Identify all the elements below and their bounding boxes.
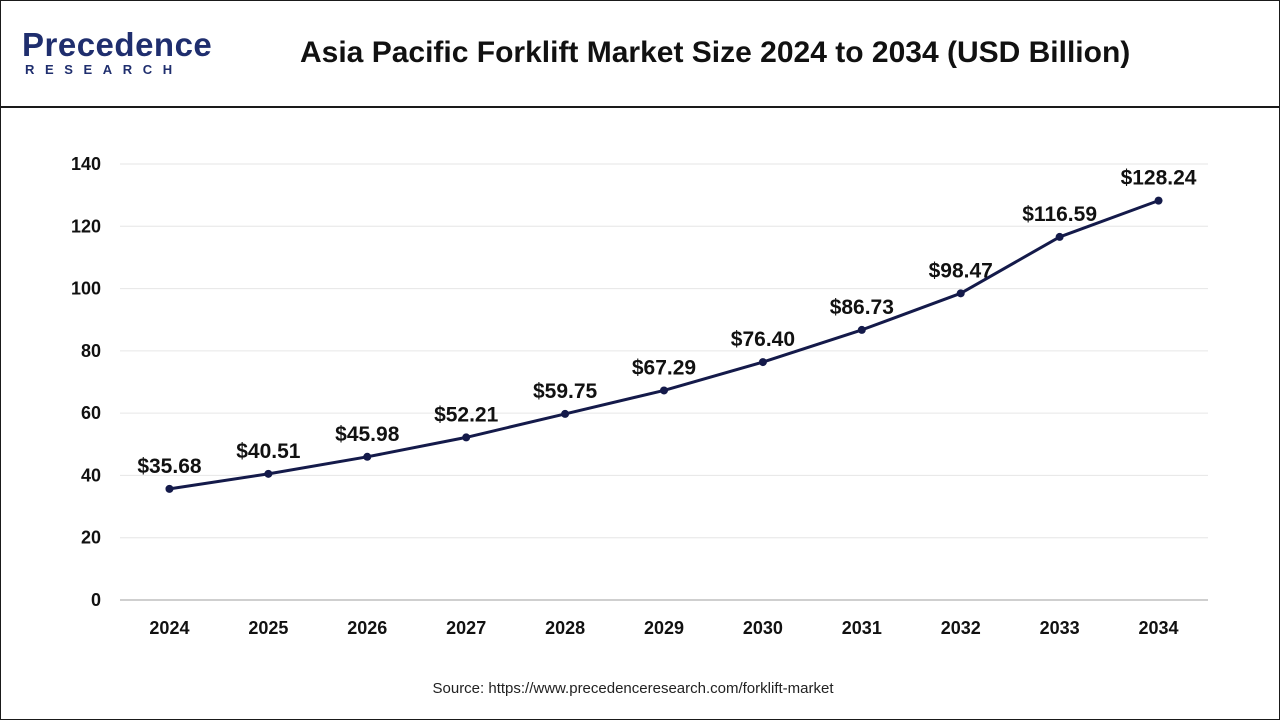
brand-logo: Precedence RESEARCH [22, 28, 212, 78]
data-points [165, 196, 1163, 493]
y-tick-label: 100 [71, 279, 101, 299]
data-labels: $35.68 $40.51 $45.98 $52.21 $59.75 $67.29 $76.… [137, 167, 1196, 478]
x-tick-label: 2029 [644, 618, 684, 638]
data-label: $40.51 [236, 440, 301, 463]
data-label: $76.40 [731, 328, 795, 351]
x-tick-label: 2033 [1040, 618, 1080, 638]
source-note: Source: https://www.precedenceresearch.c… [432, 680, 834, 697]
x-tick-label: 2025 [248, 618, 288, 638]
series-line [169, 199, 1160, 491]
data-label: $98.47 [929, 259, 993, 282]
data-point [462, 433, 471, 442]
data-point [264, 469, 273, 478]
y-tick-label: 40 [81, 465, 101, 485]
chart-title: Asia Pacific Forklift Market Size 2024 t… [300, 36, 1131, 69]
logo-wordmark: Precedence [22, 26, 213, 63]
data-label: $35.68 [137, 455, 202, 478]
x-tick-label: 2026 [347, 618, 387, 638]
data-point [758, 358, 767, 367]
x-tick-label: 2024 [149, 618, 189, 638]
data-label: $45.98 [335, 423, 400, 446]
data-label: $67.29 [632, 356, 696, 379]
data-point [660, 386, 668, 395]
data-point [857, 325, 866, 334]
data-point [363, 452, 372, 461]
data-point [561, 409, 570, 418]
data-point [165, 484, 174, 493]
x-tick-label: 2032 [941, 618, 981, 638]
data-point [1154, 196, 1163, 205]
y-tick-label: 120 [71, 216, 101, 236]
x-tick-label: 2030 [743, 618, 783, 638]
y-tick-label: 0 [91, 590, 101, 610]
y-tick-label: 140 [71, 154, 101, 174]
data-point [1055, 232, 1064, 241]
x-tick-label: 2031 [842, 618, 882, 638]
y-tick-label: 60 [81, 403, 101, 423]
x-tick-label: 2027 [446, 618, 486, 638]
data-label: $128.24 [1121, 167, 1197, 190]
gridlines [120, 163, 1208, 539]
logo-subtitle: RESEARCH [25, 62, 183, 77]
data-label: $52.21 [434, 403, 499, 426]
x-tick-label: 2034 [1139, 618, 1179, 638]
data-label: $59.75 [533, 380, 598, 403]
header: Precedence RESEARCH Asia Pacific Forklif… [0, 0, 1280, 108]
x-tick-label: 2028 [545, 618, 585, 638]
data-label: $86.73 [830, 296, 894, 319]
data-point [956, 289, 965, 298]
x-axis-ticks: 2024 2025 2026 2027 2028 2029 2030 2031 2032 2033… [149, 618, 1178, 638]
y-axis-ticks: 0 20 40 60 80 100 120 140 [71, 154, 101, 610]
y-tick-label: 20 [81, 528, 101, 548]
data-label: $116.59 [1022, 203, 1097, 226]
y-tick-label: 80 [81, 341, 101, 361]
